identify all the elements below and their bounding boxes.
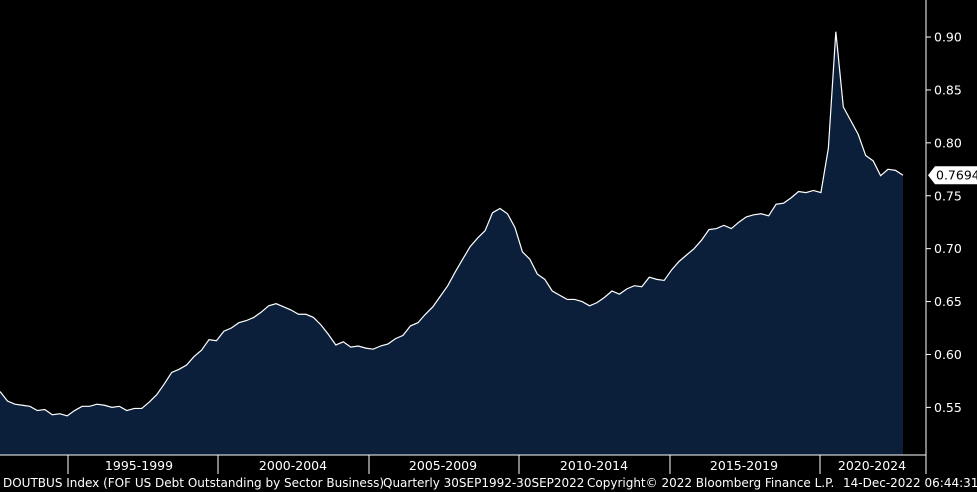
last-value-box [928,166,977,185]
y-tick-label: 0.80 [934,135,962,150]
axes [0,0,927,474]
x-tick-label: 2000-2004 [259,458,327,473]
footer-ticker: DOUTBUS Index (FOF US Debt Outstanding b… [3,476,384,490]
y-tick-label: 0.90 [934,30,962,45]
area-series [0,31,903,456]
last-value-label: 0.7694 [936,168,977,183]
line-series [0,31,904,417]
footer-timestamp: 14-Dec-2022 06:44:31 [843,476,977,490]
last-value-marker: 0.7694 [928,166,977,185]
y-tick-label: 0.85 [934,82,962,97]
y-tick-label: 0.65 [934,294,962,309]
footer-range: Quarterly 30SEP1992-30SEP2022 [383,476,585,490]
x-tick-label: 1995-1999 [105,458,173,473]
y-tick-label: 0.75 [934,188,962,203]
x-tick-label: 2015-2019 [710,458,778,473]
x-tick-label: 2010-2014 [560,458,628,473]
x-tick-label: 2020-2024 [838,458,906,473]
y-tick-label: 0.55 [934,400,962,415]
footer-copyright: Copyright© 2022 Bloomberg Finance L.P. [587,476,835,490]
y-axis-ticks: 0.55 0.60 0.65 0.70 0.75 0.80 0.85 0.90 [926,30,962,415]
y-tick-label: 0.60 [934,347,962,362]
y-tick-label: 0.70 [934,241,962,256]
area-fill [0,31,903,456]
footer: DOUTBUS Index (FOF US Debt Outstanding b… [3,474,977,492]
series-line [0,31,904,417]
x-axis-ticks: 1995-1999 2000-2004 2005-2009 2010-2014 2015… [67,455,906,474]
x-tick-label: 2005-2009 [409,458,477,473]
